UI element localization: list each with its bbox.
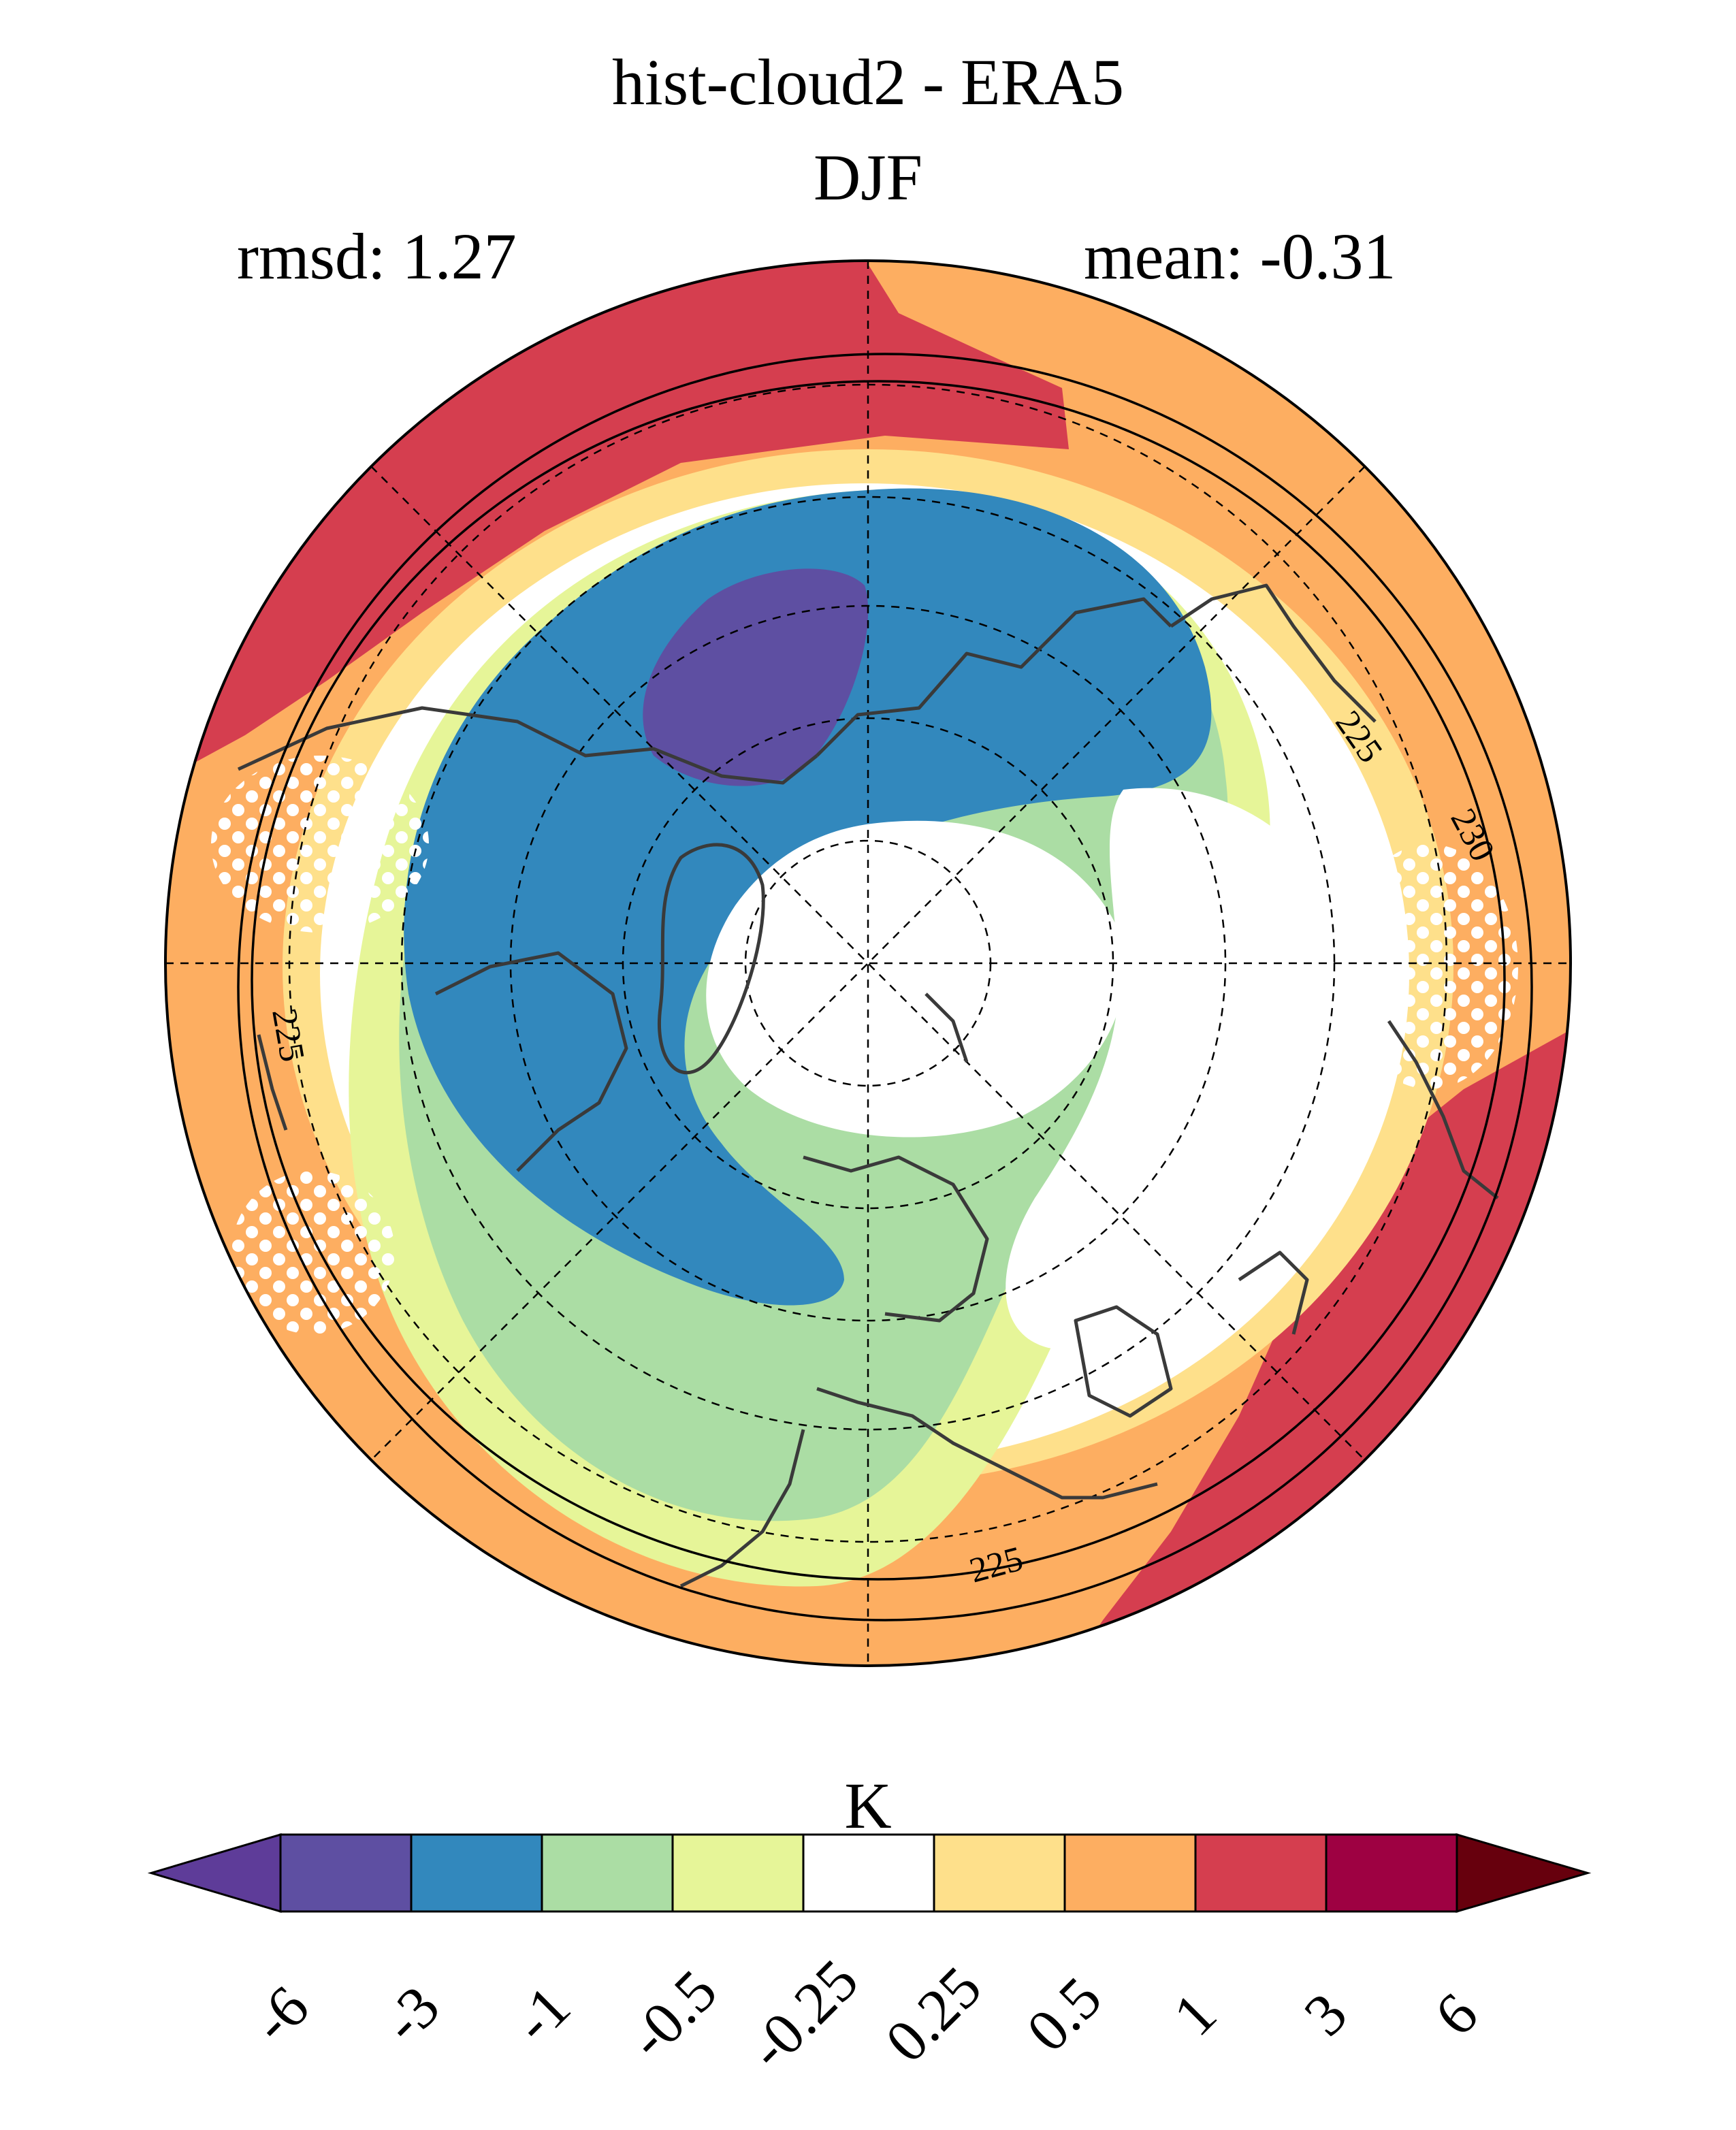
colorbar-bin [802, 1833, 935, 1913]
contour-label: 225 [264, 1005, 312, 1065]
mean-label: mean: -0.31 [1084, 220, 1396, 293]
colorbar-bin [1063, 1833, 1197, 1913]
colorbar [147, 1833, 1592, 1914]
rmsd-label: rmsd: 1.27 [237, 220, 517, 293]
coastlines [237, 583, 1499, 1588]
colorbar-bin [1194, 1833, 1328, 1913]
season-label: DJF [813, 141, 923, 214]
colorbar-bin [410, 1833, 543, 1913]
stipple-southwest [231, 1171, 395, 1334]
map-frame [164, 259, 1572, 1667]
plot-title: hist-cloud2 - ERA5 [612, 46, 1124, 118]
colorbar-bin [671, 1833, 805, 1913]
stipple-west [211, 756, 429, 933]
colorbar-bin [541, 1833, 674, 1913]
colorbar-bin [1325, 1833, 1458, 1913]
colorbar-over-arrow [1456, 1833, 1592, 1914]
graticule [165, 261, 1571, 1666]
colorbar-under-arrow [147, 1833, 282, 1914]
colorbar-bin [279, 1833, 413, 1913]
contour-225 [251, 380, 1506, 1581]
region-white-east [1006, 788, 1369, 1350]
contour-230 [237, 353, 1533, 1621]
region-blue [404, 488, 1212, 1306]
contour-lines [237, 353, 1533, 1621]
stipple-east [1341, 844, 1518, 1089]
colorbar-unit: K [844, 1769, 892, 1842]
stipple-pole [899, 933, 1062, 1042]
region-purple [643, 568, 869, 786]
colorbar-bin [933, 1833, 1066, 1913]
